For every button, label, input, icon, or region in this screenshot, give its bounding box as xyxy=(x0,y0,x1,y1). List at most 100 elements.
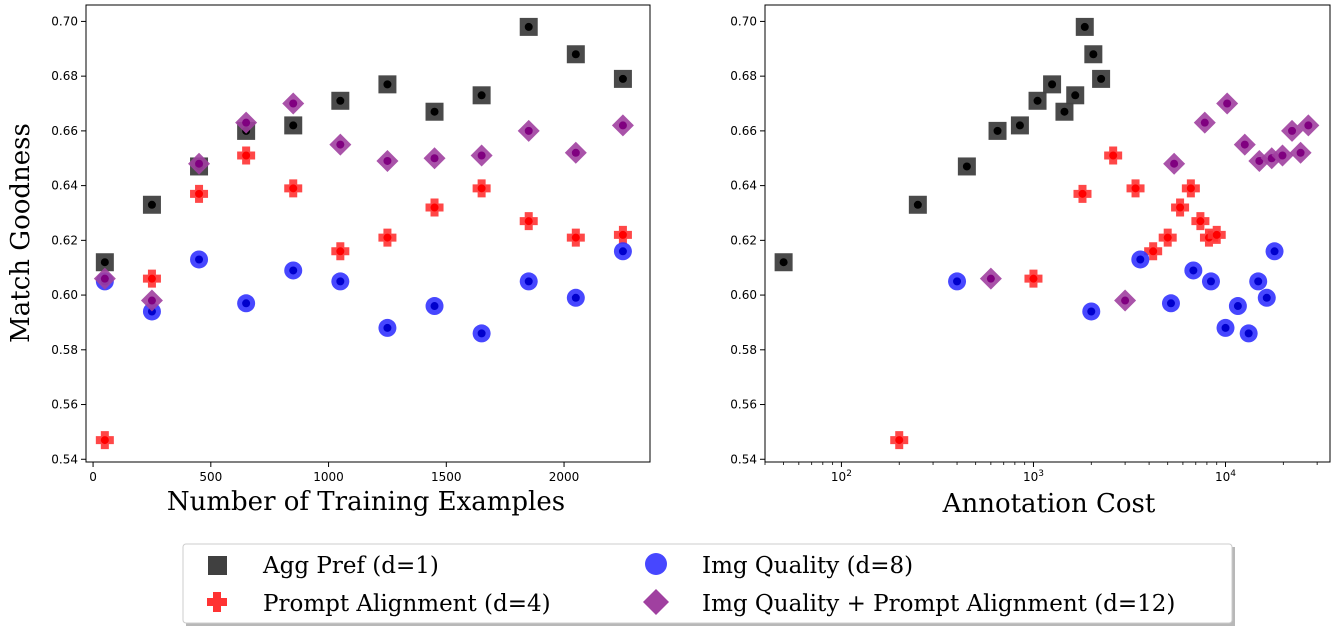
prompt-point xyxy=(95,431,114,450)
agg-point xyxy=(1043,75,1062,94)
x-tick-label: 500 xyxy=(199,470,222,484)
left-data-marks xyxy=(93,17,634,450)
both-point xyxy=(1271,144,1294,167)
prompt-point xyxy=(1158,228,1177,247)
img-point xyxy=(284,261,303,280)
y-tick-label: 0.56 xyxy=(51,398,78,412)
y-tick-label: 0.66 xyxy=(51,124,78,138)
legend-label-agg: Agg Pref (d=1) xyxy=(262,553,439,579)
prompt-point xyxy=(284,179,303,198)
y-tick-label: 0.58 xyxy=(730,343,757,357)
agg-point xyxy=(519,17,538,36)
both-point xyxy=(282,92,305,115)
img-point xyxy=(1216,318,1235,337)
agg-point xyxy=(957,157,976,176)
agg-point xyxy=(378,75,397,94)
img-point xyxy=(1249,272,1268,291)
agg-point xyxy=(566,45,585,64)
both-point xyxy=(329,133,352,156)
y-tick-label: 0.66 xyxy=(730,124,757,138)
agg-point xyxy=(1084,45,1103,64)
y-tick-label: 0.60 xyxy=(730,288,757,302)
both-point xyxy=(235,111,258,134)
prompt-point xyxy=(519,212,538,231)
img-point xyxy=(1131,250,1150,269)
both-point xyxy=(1233,133,1256,156)
x-tick-label: 0 xyxy=(89,470,97,484)
right-x-axis-label: Annotation Cost xyxy=(942,489,1156,519)
both-point xyxy=(979,267,1002,290)
agg-point xyxy=(1055,102,1074,121)
right-plot-frame xyxy=(764,4,1331,463)
agg-point xyxy=(613,69,632,88)
both-point xyxy=(1193,111,1216,134)
both-point xyxy=(470,144,493,167)
agg-point xyxy=(1075,17,1094,36)
img-point xyxy=(190,250,209,269)
both-point xyxy=(517,119,540,142)
legend-label-both: Img Quality + Prompt Alignment (d=12) xyxy=(702,591,1175,617)
img-point xyxy=(1082,302,1101,321)
prompt-point xyxy=(1104,146,1123,165)
agg-point xyxy=(774,253,793,272)
left-plot-frame xyxy=(85,4,651,463)
x-tick-label: 104 xyxy=(1215,469,1236,484)
y-tick-label: 0.68 xyxy=(730,69,757,83)
img-point xyxy=(331,272,350,291)
y-tick-label: 0.62 xyxy=(51,233,78,247)
prompt-point xyxy=(1181,179,1200,198)
both-point xyxy=(1289,141,1312,164)
legend-item-agg: Agg Pref (d=1) xyxy=(208,553,439,579)
agg-point xyxy=(142,195,161,214)
agg-point xyxy=(1092,69,1111,88)
agg-point xyxy=(1066,86,1085,105)
img-point xyxy=(1184,261,1203,280)
prompt-point xyxy=(1073,184,1092,203)
y-tick-label: 0.56 xyxy=(730,398,757,412)
prompt-point xyxy=(1191,212,1210,231)
img-point xyxy=(613,242,632,261)
y-tick-label: 0.68 xyxy=(51,69,78,83)
img-point xyxy=(378,318,397,337)
left-x-ticks: 0 500 1000 1500 2000 xyxy=(89,462,579,484)
y-tick-label: 0.54 xyxy=(730,452,757,466)
img-point xyxy=(1201,272,1220,291)
y-tick-label: 0.62 xyxy=(730,233,757,247)
both-point xyxy=(564,141,587,164)
legend-item-both: Img Quality + Prompt Alignment (d=12) xyxy=(643,589,1175,617)
prompt-point xyxy=(472,179,491,198)
img-point xyxy=(1257,288,1276,307)
y-tick-label: 0.64 xyxy=(51,179,78,193)
x-tick-label: 103 xyxy=(1023,469,1044,484)
both-point xyxy=(1216,92,1239,115)
prompt-point xyxy=(1171,198,1190,217)
prompt-point xyxy=(566,228,585,247)
prompt-point xyxy=(378,228,397,247)
legend-item-img: Img Quality (d=8) xyxy=(645,553,913,579)
both-point xyxy=(1114,289,1137,312)
img-point xyxy=(1239,324,1258,343)
prompt-point xyxy=(1144,242,1163,261)
img-point xyxy=(1161,294,1180,313)
img-point xyxy=(948,272,967,291)
img-point xyxy=(237,294,256,313)
left-y-ticks: 0.54 0.56 0.58 0.60 0.62 0.64 0.66 0.68 0.70 xyxy=(51,14,86,466)
prompt-point xyxy=(1024,269,1043,288)
both-point xyxy=(1297,114,1320,137)
prompt-point xyxy=(237,146,256,165)
agg-point xyxy=(1010,116,1029,135)
left-y-axis-label: Match Goodness xyxy=(6,123,36,343)
img-point xyxy=(425,297,444,316)
right-x-ticks: 102 103 104 xyxy=(764,462,1318,484)
prompt-point xyxy=(613,225,632,244)
y-tick-label: 0.70 xyxy=(51,14,78,28)
left-x-axis-label: Number of Training Examples xyxy=(167,487,565,517)
prompt-point xyxy=(425,198,444,217)
agg-point xyxy=(95,253,114,272)
prompt-point xyxy=(142,269,161,288)
agg-point xyxy=(1028,91,1047,110)
x-tick-label: 2000 xyxy=(549,470,580,484)
img-point xyxy=(1228,297,1247,316)
img-point xyxy=(1265,242,1284,261)
